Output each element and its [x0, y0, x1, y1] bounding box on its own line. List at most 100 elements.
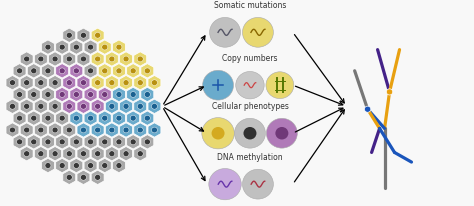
Circle shape — [88, 45, 93, 51]
Circle shape — [45, 139, 51, 145]
Polygon shape — [91, 147, 104, 161]
Circle shape — [59, 116, 65, 121]
Circle shape — [66, 80, 72, 86]
Polygon shape — [6, 123, 19, 137]
Circle shape — [24, 151, 30, 157]
Text: DNA methylation: DNA methylation — [217, 152, 283, 161]
Circle shape — [38, 80, 44, 86]
Polygon shape — [91, 170, 104, 185]
Polygon shape — [70, 41, 83, 55]
Circle shape — [73, 163, 79, 169]
Circle shape — [24, 80, 30, 86]
Circle shape — [66, 104, 72, 110]
Circle shape — [24, 104, 30, 110]
Circle shape — [17, 139, 23, 145]
Circle shape — [109, 57, 115, 63]
Circle shape — [73, 92, 79, 98]
Circle shape — [210, 18, 240, 48]
Circle shape — [66, 151, 72, 157]
Polygon shape — [13, 88, 26, 102]
Circle shape — [81, 151, 86, 157]
Polygon shape — [70, 111, 83, 126]
Circle shape — [116, 116, 122, 121]
Circle shape — [202, 118, 234, 149]
Polygon shape — [119, 147, 132, 161]
Circle shape — [137, 151, 143, 157]
Circle shape — [52, 128, 58, 133]
Polygon shape — [42, 64, 55, 78]
Polygon shape — [105, 147, 118, 161]
Circle shape — [9, 80, 16, 86]
Circle shape — [31, 139, 36, 145]
Circle shape — [202, 71, 234, 101]
Circle shape — [17, 92, 23, 98]
Circle shape — [123, 104, 129, 110]
Circle shape — [95, 104, 100, 110]
Polygon shape — [127, 64, 139, 78]
Polygon shape — [35, 100, 47, 114]
Polygon shape — [127, 111, 139, 126]
Polygon shape — [141, 111, 154, 126]
Polygon shape — [63, 123, 76, 137]
Polygon shape — [112, 111, 125, 126]
Circle shape — [123, 57, 129, 63]
Polygon shape — [77, 147, 90, 161]
Polygon shape — [77, 170, 90, 185]
Polygon shape — [98, 135, 111, 149]
Polygon shape — [63, 170, 76, 185]
Polygon shape — [105, 123, 118, 137]
Polygon shape — [27, 88, 40, 102]
Polygon shape — [134, 76, 146, 90]
Polygon shape — [112, 41, 125, 55]
Circle shape — [102, 163, 108, 169]
Circle shape — [52, 80, 58, 86]
Circle shape — [266, 119, 297, 148]
Polygon shape — [77, 123, 90, 137]
Polygon shape — [42, 41, 55, 55]
Circle shape — [95, 57, 100, 63]
Circle shape — [31, 92, 36, 98]
Polygon shape — [20, 76, 33, 90]
Polygon shape — [84, 64, 97, 78]
Polygon shape — [42, 111, 55, 126]
Circle shape — [59, 92, 65, 98]
Circle shape — [73, 116, 79, 121]
Circle shape — [17, 69, 23, 74]
Polygon shape — [77, 76, 90, 90]
Circle shape — [109, 104, 115, 110]
Polygon shape — [98, 88, 111, 102]
Polygon shape — [134, 147, 146, 161]
Polygon shape — [105, 76, 118, 90]
Circle shape — [244, 127, 256, 140]
Circle shape — [137, 57, 143, 63]
Circle shape — [9, 128, 16, 133]
Polygon shape — [42, 88, 55, 102]
Circle shape — [88, 116, 93, 121]
Polygon shape — [134, 123, 146, 137]
Polygon shape — [70, 135, 83, 149]
Polygon shape — [42, 135, 55, 149]
Polygon shape — [105, 100, 118, 114]
Circle shape — [152, 128, 157, 133]
Circle shape — [59, 139, 65, 145]
Polygon shape — [49, 123, 62, 137]
Polygon shape — [35, 76, 47, 90]
Circle shape — [31, 69, 36, 74]
Circle shape — [235, 119, 265, 148]
Polygon shape — [13, 64, 26, 78]
Circle shape — [24, 57, 30, 63]
Polygon shape — [56, 64, 69, 78]
Circle shape — [123, 80, 129, 86]
Circle shape — [38, 128, 44, 133]
Circle shape — [17, 116, 23, 121]
Circle shape — [81, 33, 86, 39]
Polygon shape — [119, 53, 132, 67]
Polygon shape — [148, 76, 161, 90]
Circle shape — [88, 92, 93, 98]
Circle shape — [109, 80, 115, 86]
Polygon shape — [63, 29, 76, 43]
Circle shape — [73, 139, 79, 145]
Circle shape — [123, 151, 129, 157]
Circle shape — [52, 104, 58, 110]
Circle shape — [266, 73, 294, 99]
